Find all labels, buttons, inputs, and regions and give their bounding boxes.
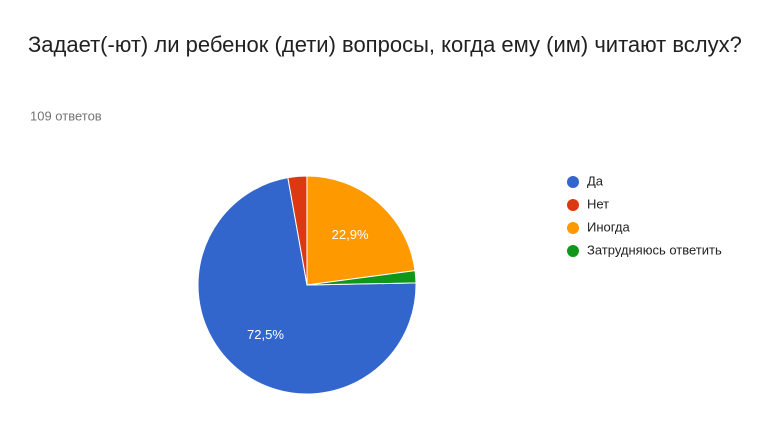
- title-box: Задает(-ют) ли ребенок (дети) вопросы, к…: [28, 32, 742, 57]
- legend-marker: [567, 199, 579, 211]
- legend-label: Иногда: [587, 219, 630, 234]
- chart-subtitle: 109 ответов: [30, 108, 102, 123]
- legend-marker: [567, 176, 579, 188]
- chart-title: Задает(-ют) ли ребенок (дети) вопросы, к…: [28, 32, 742, 57]
- legend-label: Да: [587, 173, 604, 188]
- value-label: 72,5%: [247, 327, 284, 342]
- pie-slice: [306, 270, 417, 286]
- value-label: 22,9%: [332, 227, 369, 242]
- legend-marker: [567, 245, 579, 257]
- legend-label: Нет: [587, 196, 609, 211]
- legend-label: Затрудняюсь ответить: [587, 242, 722, 257]
- pie-slice: [197, 177, 417, 395]
- pie-slice: [306, 175, 416, 286]
- legend-marker: [567, 222, 579, 234]
